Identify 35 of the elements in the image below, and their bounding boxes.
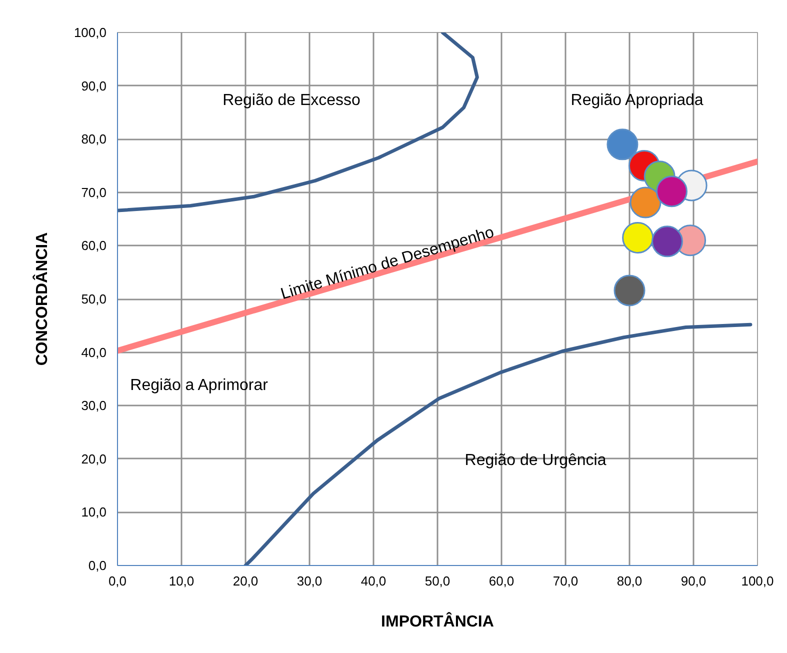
y-tick-label: 80,0 (81, 132, 107, 147)
point (656, 176, 688, 208)
x-tick-label: 80,0 (616, 574, 642, 588)
y-tick-label: 40,0 (81, 344, 107, 360)
x-tick-label: 90,0 (680, 574, 706, 588)
y-tick-label: 10,0 (81, 504, 107, 520)
annotation: Região de Urgência (464, 452, 606, 469)
y-tick-label: 100,0 (74, 25, 107, 40)
x-tick-label: 60,0 (488, 574, 514, 588)
annotation: Região de Excesso (222, 92, 361, 109)
point (622, 222, 654, 254)
annotation: Região a Aprimorar (130, 377, 269, 394)
y-tick-label: 30,0 (81, 398, 107, 414)
x-axis-title: IMPORTÂNCIA (381, 612, 494, 630)
y-tick-label: 20,0 (81, 451, 107, 466)
point (606, 128, 638, 160)
x-tick-label: 70,0 (552, 574, 578, 588)
x-tick-label: 50,0 (424, 574, 450, 588)
x-tick-label: 0,0 (108, 574, 127, 588)
x-tick-label: 30,0 (296, 574, 322, 588)
x-tick-label: 100,0 (741, 574, 774, 588)
y-tick-label: 60,0 (81, 238, 107, 254)
annotation: Região Apropriada (570, 92, 704, 109)
x-tick-label: 40,0 (360, 574, 386, 588)
y-tick-label: 70,0 (81, 184, 107, 200)
point (614, 274, 646, 306)
y-axis-title: CONCORDÂNCIA (32, 232, 51, 366)
y-tick-label: 0,0 (88, 558, 107, 573)
x-tick-label: 10,0 (168, 574, 194, 588)
x-tick-label: 20,0 (232, 574, 258, 588)
y-tick-label: 50,0 (81, 292, 107, 306)
y-tick-label: 90,0 (81, 78, 107, 94)
point (630, 186, 662, 218)
point (652, 226, 684, 258)
line-series (118, 32, 479, 212)
